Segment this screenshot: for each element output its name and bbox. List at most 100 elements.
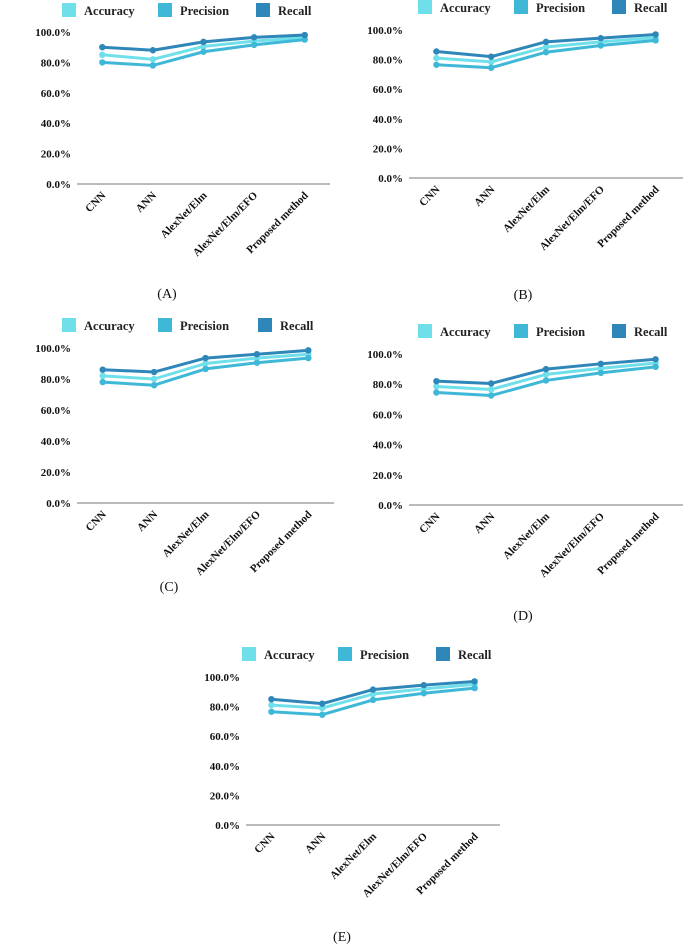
y-tick-label: 80.0% bbox=[41, 374, 71, 386]
data-point-recall bbox=[652, 356, 659, 363]
data-point-precision bbox=[542, 49, 550, 56]
y-tick-label: 80.0% bbox=[210, 702, 240, 714]
x-category-label: CNN bbox=[83, 190, 108, 215]
legend-label-recall: Recall bbox=[634, 325, 668, 339]
data-point-precision bbox=[319, 711, 326, 718]
x-category-label: AlexNet/Elm bbox=[501, 184, 552, 235]
data-point-recall bbox=[149, 47, 157, 54]
data-point-recall bbox=[369, 686, 377, 693]
legend-label-precision: Precision bbox=[180, 4, 229, 18]
data-point-precision bbox=[301, 36, 308, 43]
data-point-recall bbox=[150, 368, 158, 376]
data-point-precision bbox=[305, 354, 312, 362]
data-point-recall bbox=[268, 696, 275, 703]
data-point-recall bbox=[488, 53, 495, 60]
data-point-precision bbox=[597, 42, 604, 49]
y-tick-label: 0.0% bbox=[215, 820, 240, 832]
y-tick-label: 40.0% bbox=[41, 118, 71, 130]
legend-label-recall: Recall bbox=[634, 1, 668, 15]
panel-label: (E) bbox=[333, 930, 351, 945]
legend-label-precision: Precision bbox=[360, 648, 409, 662]
data-point-precision bbox=[652, 37, 659, 44]
data-point-precision bbox=[652, 363, 659, 371]
y-tick-label: 80.0% bbox=[373, 55, 403, 67]
legend-swatch-recall bbox=[436, 647, 450, 661]
legend-swatch-recall bbox=[612, 324, 626, 338]
data-point-precision bbox=[202, 365, 209, 373]
data-point-recall bbox=[652, 31, 659, 38]
data-point-recall bbox=[99, 366, 106, 373]
data-point-recall bbox=[597, 360, 604, 368]
data-point-precision bbox=[597, 369, 604, 377]
data-point-precision bbox=[268, 708, 275, 715]
data-point-recall bbox=[301, 31, 308, 39]
legend-swatch-accuracy bbox=[62, 3, 76, 17]
chart-panel-b: Accuracy Precision Recall 0.0% 20.0% 40.0% 60.… bbox=[367, 0, 683, 303]
x-category-label: ANN bbox=[135, 509, 160, 534]
panel-label: (B) bbox=[514, 288, 533, 303]
x-category-label: AlexNet/Elm bbox=[160, 509, 211, 560]
data-point-precision bbox=[149, 62, 157, 69]
legend-label-recall: Recall bbox=[458, 648, 492, 662]
x-category-label: ANN bbox=[472, 184, 497, 209]
data-point-recall bbox=[597, 34, 604, 42]
data-point-recall bbox=[542, 38, 550, 46]
data-point-recall bbox=[200, 38, 207, 46]
y-tick-label: 20.0% bbox=[41, 149, 71, 161]
legend-swatch-precision bbox=[514, 0, 528, 14]
data-point-accuracy bbox=[542, 43, 550, 51]
y-tick-label: 100.0% bbox=[367, 25, 403, 37]
chart-panel-d: Accuracy Precision Recall 0.0% 20.0% 40.0% 60.… bbox=[367, 324, 683, 624]
legend-swatch-precision bbox=[158, 318, 172, 332]
legend-swatch-accuracy bbox=[418, 0, 432, 14]
x-category-label: CNN bbox=[417, 184, 442, 209]
y-tick-label: 20.0% bbox=[373, 143, 403, 155]
x-category-label: ANN bbox=[134, 190, 159, 215]
data-point-recall bbox=[420, 681, 427, 689]
y-tick-label: 40.0% bbox=[210, 761, 240, 773]
data-point-accuracy bbox=[200, 43, 207, 50]
legend-label-precision: Precision bbox=[536, 1, 585, 15]
data-point-precision bbox=[150, 382, 158, 389]
y-tick-label: 80.0% bbox=[373, 379, 403, 391]
y-tick-label: 100.0% bbox=[204, 672, 240, 684]
legend-label-precision: Precision bbox=[180, 319, 229, 333]
y-tick-label: 60.0% bbox=[41, 88, 71, 100]
x-category-label: CNN bbox=[252, 831, 277, 856]
data-point-recall bbox=[471, 678, 478, 685]
data-point-precision bbox=[200, 48, 207, 55]
x-category-label: AlexNet/Elm bbox=[328, 831, 379, 882]
y-tick-label: 80.0% bbox=[41, 57, 71, 69]
y-tick-label: 20.0% bbox=[373, 470, 403, 482]
legend-label-accuracy: Accuracy bbox=[84, 319, 135, 333]
data-point-accuracy bbox=[542, 371, 550, 378]
data-point-recall bbox=[99, 44, 106, 51]
panel-label: (A) bbox=[157, 287, 177, 302]
y-tick-label: 60.0% bbox=[373, 409, 403, 421]
y-tick-label: 20.0% bbox=[41, 467, 71, 479]
x-category-label: AlexNet/Elm bbox=[158, 190, 209, 241]
data-point-accuracy bbox=[202, 360, 209, 367]
y-tick-label: 60.0% bbox=[373, 84, 403, 96]
y-tick-label: 0.0% bbox=[46, 179, 71, 191]
legend-swatch-precision bbox=[514, 324, 528, 338]
legend-swatch-accuracy bbox=[418, 324, 432, 338]
data-point-precision bbox=[250, 41, 258, 49]
legend-label-recall: Recall bbox=[278, 4, 312, 18]
y-tick-label: 60.0% bbox=[210, 731, 240, 743]
y-tick-label: 60.0% bbox=[41, 405, 71, 417]
data-point-accuracy bbox=[149, 56, 157, 63]
data-point-recall bbox=[250, 34, 258, 41]
y-tick-label: 0.0% bbox=[378, 500, 403, 512]
data-point-precision bbox=[471, 684, 478, 692]
data-point-recall bbox=[433, 377, 440, 385]
data-point-accuracy bbox=[488, 58, 495, 66]
data-point-precision bbox=[542, 377, 550, 384]
data-point-accuracy bbox=[433, 54, 440, 62]
y-tick-label: 100.0% bbox=[367, 349, 403, 361]
data-point-precision bbox=[253, 359, 261, 366]
y-tick-label: 40.0% bbox=[41, 436, 71, 448]
data-point-accuracy bbox=[488, 386, 495, 393]
data-point-accuracy bbox=[268, 701, 275, 709]
data-point-accuracy bbox=[433, 383, 440, 390]
